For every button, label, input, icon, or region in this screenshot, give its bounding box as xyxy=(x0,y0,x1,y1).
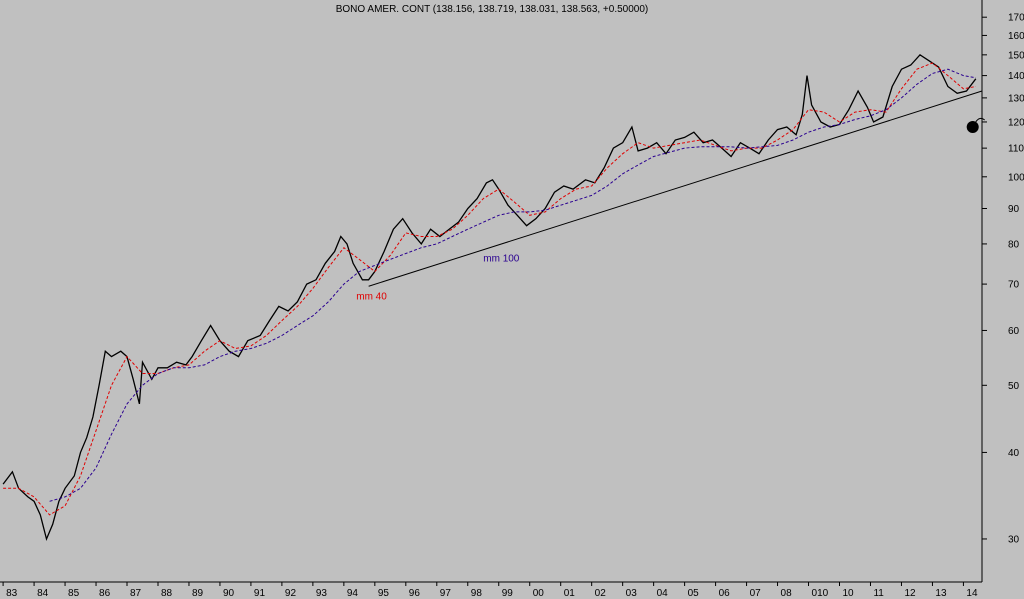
trendline-layer xyxy=(368,90,983,287)
x-tick-label: 14 xyxy=(966,588,978,599)
x-tick-label: 87 xyxy=(130,588,142,599)
y-tick-label: 130 xyxy=(1008,93,1024,104)
y-tick-label: 80 xyxy=(1008,239,1020,250)
y-tick-label: 60 xyxy=(1008,326,1020,337)
series-layer xyxy=(2,53,977,542)
series-label: mm 40 xyxy=(356,292,387,303)
x-tick-label: 07 xyxy=(750,588,762,599)
y-tick-label: 100 xyxy=(1008,172,1024,183)
x-tick-label: 92 xyxy=(285,588,297,599)
bomb-icon xyxy=(966,121,979,134)
x-tick-label: 02 xyxy=(595,588,607,599)
y-tick-label: 160 xyxy=(1008,31,1024,42)
x-tick-label: 93 xyxy=(316,588,328,599)
x-tick-label: 04 xyxy=(657,588,669,599)
x-tick-label: 85 xyxy=(68,588,80,599)
x-tick-label: 97 xyxy=(440,588,452,599)
y-tick-label: 140 xyxy=(1008,71,1024,82)
x-tick-label: 13 xyxy=(935,588,947,599)
x-tick-label: 06 xyxy=(719,588,731,599)
x-tick-label: 99 xyxy=(502,588,514,599)
x-tick-label: 08 xyxy=(781,588,793,599)
y-tick-label: 90 xyxy=(1008,204,1020,215)
trendline xyxy=(368,90,983,287)
x-tick-label: 03 xyxy=(626,588,638,599)
y-tick-label: 120 xyxy=(1008,117,1024,128)
x-tick-label: 98 xyxy=(471,588,483,599)
x-tick-label: 86 xyxy=(99,588,111,599)
x-tick-label: 96 xyxy=(409,588,421,599)
x-tick-label: 11 xyxy=(873,588,884,599)
x-tick-label: 91 xyxy=(254,588,266,599)
x-tick-label: 90 xyxy=(223,588,235,599)
y-tick-label: 110 xyxy=(1008,144,1024,155)
x-tick-label: 94 xyxy=(347,588,359,599)
y-tick-label: 170 xyxy=(1008,13,1024,24)
price-series xyxy=(2,53,977,542)
y-axis: 30 40 50 60 70 80 90 100 110 120 130 140 150 160 170 xyxy=(981,0,1024,582)
x-tick-label: 01 xyxy=(564,588,576,599)
x-tick-label: 89 xyxy=(192,588,204,599)
x-tick-label: 88 xyxy=(161,588,173,599)
x-tick-label: 010 xyxy=(812,588,829,599)
y-tick-label: 50 xyxy=(1008,381,1020,392)
x-tick-label: 00 xyxy=(533,588,545,599)
y-tick-label: 150 xyxy=(1008,50,1024,61)
y-tick-label: 70 xyxy=(1008,280,1020,291)
y-tick-label: 30 xyxy=(1008,534,1020,545)
x-tick-label: 84 xyxy=(37,588,49,599)
x-tick-label: 05 xyxy=(688,588,700,599)
marker-layer xyxy=(966,117,986,134)
series-mm-40 xyxy=(3,62,976,516)
series-label: mm 100 xyxy=(483,253,520,264)
chart-title: BONO AMER. CONT (138.156, 138.719, 138.0… xyxy=(336,4,649,15)
y-tick-label: 40 xyxy=(1008,448,1020,459)
bomb-fuse xyxy=(975,117,986,123)
x-tick-label: 95 xyxy=(378,588,390,599)
x-tick-label: 83 xyxy=(6,588,18,599)
x-tick-label: 12 xyxy=(904,588,916,599)
x-axis: 83 84 85 86 87 88 89 90 91 92 93 94 95 96 97 98 99 00 01 02… xyxy=(0,581,982,599)
x-tick-label: 10 xyxy=(843,588,855,599)
series-mm-100 xyxy=(49,68,976,502)
annotation-layer: mm 40 mm 100 xyxy=(356,253,520,302)
